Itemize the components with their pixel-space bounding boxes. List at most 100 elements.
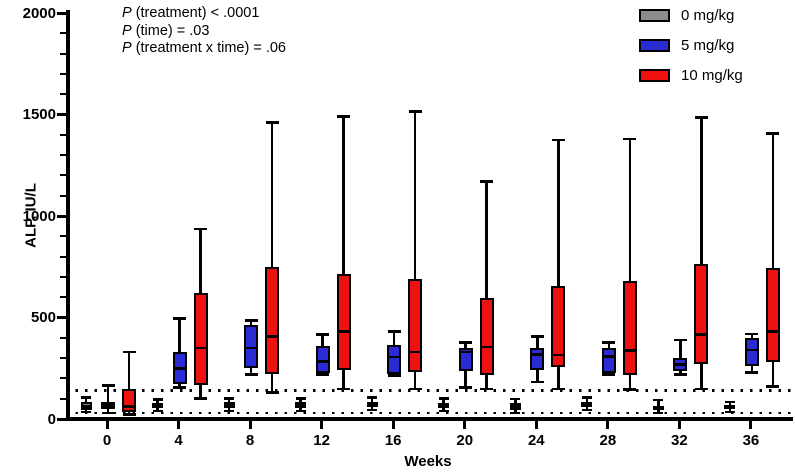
whisker-10mgkg-w20 (485, 181, 489, 389)
whisker-cap-bottom-0mgkg-w24 (510, 411, 521, 415)
median-0mgkg-w28 (581, 403, 593, 407)
median-5mgkg-w16 (387, 355, 402, 359)
y-minor-tick-1300 (60, 154, 66, 157)
p-treatment-line: P (treatment) < .0001 (122, 5, 260, 21)
y-minor-tick-1700 (60, 72, 66, 75)
box-5mgkg-w28 (601, 347, 616, 373)
x-tick-8 (248, 420, 252, 429)
whisker-cap-bottom-5mgkg-w8 (244, 373, 258, 376)
whisker-cap-top-0mgkg-w24 (510, 397, 521, 401)
box-10mgkg-w0 (122, 388, 136, 412)
reference-line-140 (66, 389, 793, 392)
y-minor-tick-1200 (60, 174, 66, 177)
whisker-cap-bottom-5mgkg-w0 (101, 411, 115, 415)
y-axis-line (66, 10, 70, 421)
whisker-cap-bottom-0mgkg-w32 (653, 411, 664, 415)
whisker-cap-bottom-0mgkg-w36 (724, 410, 735, 414)
x-axis-title: Weeks (404, 453, 452, 470)
p-time-line: P (time) = .03 (122, 22, 210, 39)
x-tick-label-36: 36 (742, 432, 760, 449)
whisker-10mgkg-w8 (270, 122, 274, 393)
whisker-cap-bottom-5mgkg-w20 (459, 386, 473, 389)
legend-swatch-0mgkg (639, 8, 670, 22)
whisker-cap-top-5mgkg-w20 (459, 340, 473, 344)
whisker-cap-top-10mgkg-w28 (623, 137, 637, 141)
x-tick-label-28: 28 (599, 432, 617, 449)
y-tick-label-2000: 2000 (22, 4, 56, 22)
y-minor-tick-400 (60, 336, 66, 339)
y-minor-tick-700 (60, 275, 66, 278)
legend-label-10mgkg: 10 mg/kg (681, 66, 743, 84)
whisker-cap-bottom-10mgkg-w12 (337, 387, 351, 391)
whisker-10mgkg-w28 (628, 138, 632, 390)
whisker-cap-bottom-5mgkg-w12 (316, 373, 330, 377)
legend-label-5mgkg: 5 mg/kg (681, 36, 735, 54)
whisker-cap-top-0mgkg-w32 (653, 398, 664, 402)
y-tick-label-1000: 1000 (22, 207, 56, 225)
whisker-cap-top-10mgkg-w0 (122, 350, 136, 354)
whisker-10mgkg-w36 (771, 133, 775, 387)
median-0mgkg-w32 (652, 407, 664, 410)
legend-swatch-5mgkg (639, 38, 670, 52)
median-0mgkg-w36 (724, 405, 736, 409)
whisker-cap-bottom-10mgkg-w4 (194, 397, 208, 400)
y-tick-label-1500: 1500 (22, 106, 56, 123)
box-5mgkg-w8 (244, 324, 259, 369)
box-10mgkg-w16 (408, 279, 423, 372)
whisker-cap-bottom-10mgkg-w20 (480, 387, 494, 391)
x-tick-20 (463, 420, 467, 429)
box-10mgkg-w28 (622, 281, 637, 375)
legend: 0 mg/kg 5 mg/kg 10 mg/kg (639, 7, 743, 84)
x-tick-12 (320, 420, 324, 429)
whisker-cap-bottom-10mgkg-w28 (623, 388, 637, 391)
x-tick-36 (749, 420, 753, 429)
x-tick-label-16: 16 (384, 432, 402, 449)
median-5mgkg-w0 (101, 403, 115, 407)
whisker-cap-top-5mgkg-w24 (530, 335, 544, 338)
y-minor-tick-900 (60, 235, 66, 238)
whisker-cap-top-0mgkg-w28 (581, 396, 592, 399)
y-minor-tick-100 (60, 397, 66, 400)
whisker-cap-bottom-5mgkg-w24 (530, 380, 544, 384)
whisker-cap-top-0mgkg-w12 (295, 397, 306, 400)
median-10mgkg-w16 (408, 350, 423, 354)
whisker-cap-bottom-5mgkg-w16 (387, 374, 401, 377)
y-tick-label-500: 500 (30, 309, 56, 326)
whisker-cap-top-5mgkg-w0 (101, 384, 115, 387)
whisker-cap-top-10mgkg-w32 (694, 116, 708, 119)
whisker-cap-top-0mgkg-w0 (81, 396, 91, 399)
box-5mgkg-w24 (530, 347, 545, 370)
y-minor-tick-1600 (60, 93, 66, 96)
x-tick-label-8: 8 (245, 432, 255, 449)
median-10mgkg-w28 (622, 349, 637, 352)
median-0mgkg-w12 (295, 403, 307, 407)
whisker-cap-top-10mgkg-w12 (337, 115, 351, 118)
box-10mgkg-w20 (479, 298, 494, 375)
median-0mgkg-w4 (152, 403, 164, 407)
x-tick-32 (677, 420, 681, 429)
box-10mgkg-w8 (265, 266, 280, 375)
median-10mgkg-w32 (694, 333, 709, 337)
median-10mgkg-w8 (265, 335, 280, 339)
box-5mgkg-w20 (458, 347, 473, 372)
box-10mgkg-w24 (551, 286, 566, 367)
y-minor-tick-800 (60, 255, 66, 258)
median-5mgkg-w4 (172, 366, 187, 370)
whisker-cap-bottom-10mgkg-w8 (265, 391, 279, 394)
p-value-annotations: P (treatment) < .0001 P (time) = .03 P (… (122, 5, 286, 58)
whisker-cap-top-0mgkg-w20 (438, 397, 449, 400)
whisker-cap-top-0mgkg-w16 (367, 396, 378, 399)
whisker-cap-top-5mgkg-w8 (244, 319, 258, 322)
x-axis-line (66, 417, 793, 421)
x-tick-label-24: 24 (527, 432, 545, 449)
median-0mgkg-w20 (438, 403, 450, 407)
median-10mgkg-w12 (336, 330, 351, 334)
whisker-cap-bottom-0mgkg-w28 (581, 408, 592, 412)
whisker-5mgkg-w0 (106, 385, 110, 413)
legend-item-0mgkg: 0 mg/kg (639, 7, 743, 24)
whisker-cap-top-10mgkg-w4 (194, 227, 208, 231)
median-10mgkg-w36 (765, 330, 780, 334)
y-tick-2000 (57, 11, 66, 15)
legend-swatch-10mgkg (639, 68, 670, 82)
